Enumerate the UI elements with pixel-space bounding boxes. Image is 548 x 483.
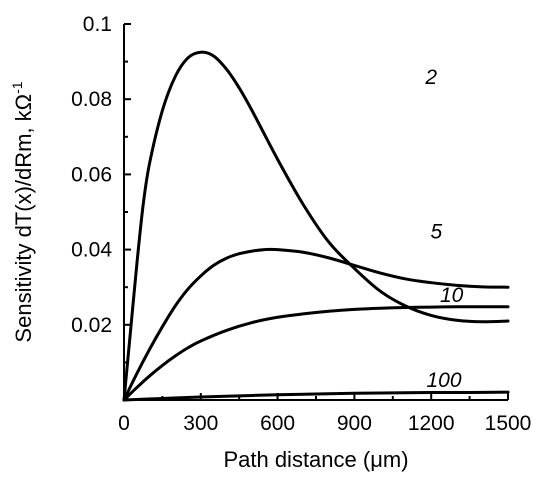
series-label-2: 2 [424, 66, 437, 89]
x-axis-title: Path distance (μm) [223, 447, 408, 472]
x-tick-label: 1500 [485, 412, 532, 435]
series-annotations: 2 5 10 100 [424, 66, 463, 392]
y-tick-label: 0.08 [71, 88, 112, 111]
x-tick-label: 600 [260, 412, 295, 435]
series-label-10: 10 [440, 284, 464, 307]
x-tick-label: 0 [118, 412, 130, 435]
x-tick-label: 1200 [408, 412, 455, 435]
y-tick-label: 0.1 [83, 13, 112, 36]
y-axis-ticks: 0.02 0.04 0.06 0.08 0.1 [71, 13, 131, 364]
series-label-5: 5 [430, 220, 442, 243]
y-axis-title: Sensitivity dT(x)/dRm, kΩ [11, 94, 36, 343]
y-axis-title-superscript: -1 [9, 81, 25, 94]
y-tick-label: 0.04 [71, 239, 112, 262]
x-tick-label: 900 [337, 412, 372, 435]
series-line-5 [122, 247, 510, 402]
x-tick-label: 300 [183, 412, 218, 435]
series-line-10 [122, 305, 510, 402]
series-label-100: 100 [426, 369, 461, 392]
series-line-100 [122, 390, 510, 402]
y-tick-label: 0.06 [71, 163, 112, 186]
series-layer [122, 50, 510, 402]
y-axis-title-group: Sensitivity dT(x)/dRm, kΩ-1 [9, 81, 36, 342]
y-tick-label: 0.02 [71, 314, 112, 337]
